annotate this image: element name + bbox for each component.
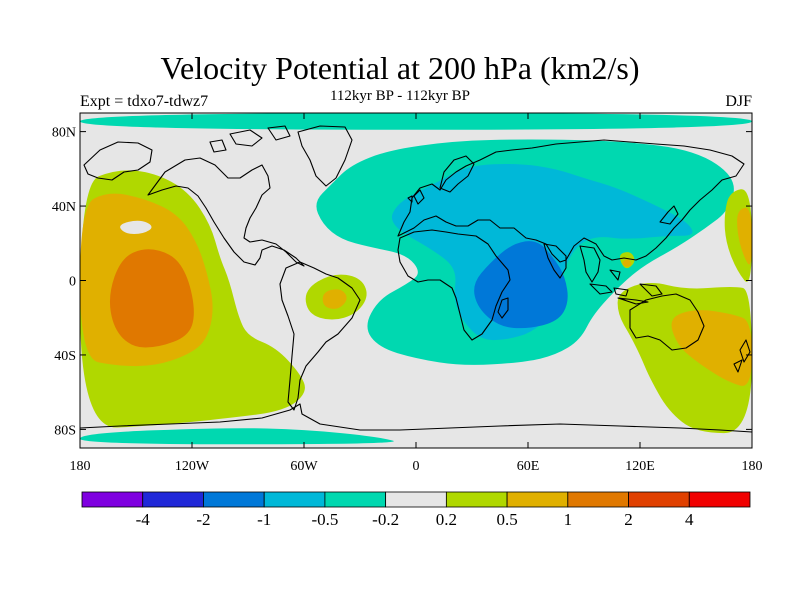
coast-eurasia	[397, 139, 745, 263]
coast-japan	[659, 205, 679, 225]
lat-tick-label: 80N	[52, 126, 76, 141]
colorbar-label: 4	[685, 510, 694, 529]
coast-antarctica	[80, 403, 752, 433]
coast-british-isles	[407, 189, 425, 205]
lat-tick-label: 0	[69, 275, 76, 290]
lon-tick-label: 120E	[625, 459, 655, 474]
coast-new-zealand	[733, 339, 751, 373]
contour-region-antarctic-cyan	[80, 428, 394, 445]
colorbar-label: -4	[136, 510, 151, 529]
colorbar-label: 1	[564, 510, 573, 529]
coast-africa	[397, 229, 511, 341]
contour-region-south-america-gold	[322, 289, 347, 309]
colorbar-swatch	[628, 491, 690, 508]
lon-tick-label: 180	[70, 459, 91, 474]
coast-alaska	[83, 141, 153, 181]
colorbar-swatch	[142, 491, 204, 508]
colorbar-swatch	[506, 491, 569, 508]
contour-region-australia-gold	[671, 310, 752, 386]
lat-tick-label: 40S	[54, 349, 76, 364]
colorbar-swatch	[263, 491, 326, 508]
colorbar-swatch	[81, 491, 144, 508]
colorbar-label: 0.2	[436, 510, 457, 529]
plot-title: Velocity Potential at 200 hPa (km2/s)	[160, 50, 640, 86]
colorbar-label: -1	[257, 510, 271, 529]
plot-subtitle: 112kyr BP - 112kyr BP	[329, 88, 470, 104]
colorbar: -4 -2 -1 -0.5 -0.2 0.2 0.5 1 2 4	[81, 491, 751, 529]
season-label: DJF	[725, 93, 752, 110]
coastlines	[80, 125, 752, 433]
colorbar-swatch	[567, 491, 629, 508]
coast-india	[543, 243, 567, 279]
colorbar-label: -0.5	[311, 510, 338, 529]
coast-south-america	[279, 261, 361, 411]
lon-tick-label: 60W	[290, 459, 318, 474]
contour-region-indian-ocean-deep	[474, 241, 568, 329]
experiment-label: Expt = tdxo7-tdwz7	[80, 93, 209, 110]
colorbar-label: -0.2	[372, 510, 399, 529]
lon-tick-label: 60E	[517, 459, 540, 474]
contour-fields	[80, 113, 752, 445]
colorbar-swatch	[203, 491, 265, 508]
lat-tick-label: 40N	[52, 200, 76, 215]
coast-indonesia	[589, 269, 663, 305]
coast-scandinavia	[439, 155, 475, 193]
coast-madagascar	[497, 297, 509, 319]
contour-region-east-pacific-gold	[737, 207, 752, 265]
coast-indochina	[579, 245, 601, 283]
colorbar-label: -2	[196, 510, 210, 529]
coast-arctic-islands	[209, 125, 291, 153]
contour-region-pacific-white-hole	[120, 220, 152, 234]
coast-greenland	[297, 125, 353, 187]
axis-ticks: 80N 40N 0 40S 80S 180 120W 60W 0 60E 120E 180	[52, 113, 763, 474]
coast-australia	[629, 293, 705, 351]
contour-region-maritime-continent-gold	[622, 259, 632, 267]
colorbar-label: 2	[624, 510, 633, 529]
colorbar-label: 0.5	[496, 510, 517, 529]
colorbar-swatch	[445, 491, 508, 508]
lon-tick-label: 180	[742, 459, 763, 474]
lat-tick-label: 80S	[54, 423, 76, 438]
colorbar-swatch	[688, 491, 751, 508]
coast-north-america	[147, 157, 305, 267]
contour-region-pacific-orange	[109, 249, 194, 348]
colorbar-swatch	[385, 491, 447, 508]
contour-region-arctic-north	[80, 113, 752, 130]
lon-tick-label: 120W	[175, 459, 210, 474]
colorbar-swatch	[324, 491, 387, 508]
lon-tick-label: 0	[413, 459, 420, 474]
